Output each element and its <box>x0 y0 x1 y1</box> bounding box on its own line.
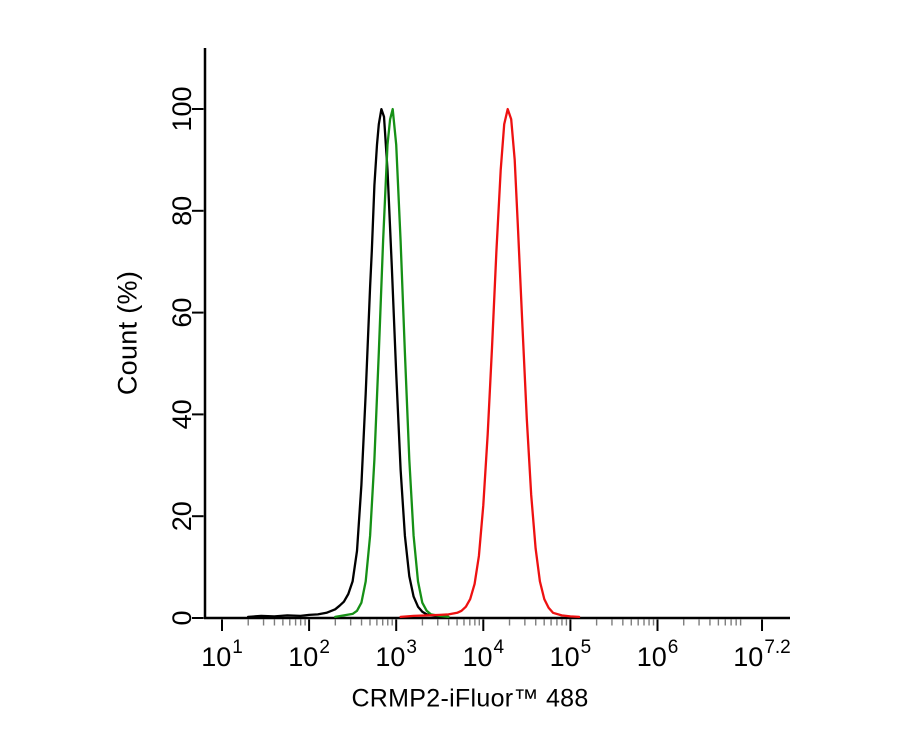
x-tick-label: 103 <box>375 637 417 672</box>
green-curve <box>334 107 450 619</box>
red-curve <box>399 107 581 619</box>
x-tick-label: 105 <box>550 637 592 672</box>
y-tick-label: 100 <box>167 86 197 131</box>
y-tick-label: 80 <box>167 196 197 226</box>
y-tick-label: 60 <box>167 298 197 328</box>
x-tick-label: 107.2 <box>733 637 790 672</box>
y-axis-title: Count (%) <box>112 270 143 396</box>
black-curve <box>246 107 450 619</box>
x-axis-title: CRMP2-iFluor™ 488 <box>351 684 589 713</box>
y-tick-label: 40 <box>167 399 197 429</box>
y-tick-label: 0 <box>167 610 197 625</box>
x-tick-label: 104 <box>462 637 504 672</box>
x-tick-label: 101 <box>201 637 243 672</box>
y-tick-label: 20 <box>167 501 197 531</box>
x-tick-label: 102 <box>288 637 330 672</box>
x-tick-label: 106 <box>637 637 679 672</box>
